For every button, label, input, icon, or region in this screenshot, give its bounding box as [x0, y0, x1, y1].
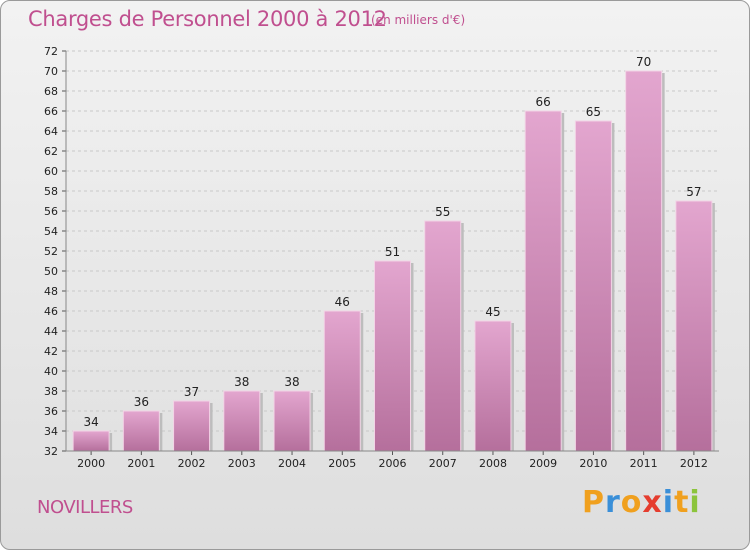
value-label: 65 — [586, 105, 601, 119]
y-tick-label: 46 — [44, 305, 58, 318]
value-label: 45 — [485, 305, 500, 319]
bar-2003 — [223, 390, 261, 452]
bar-2000 — [72, 430, 110, 452]
value-label: 38 — [234, 375, 249, 389]
y-tick-label: 36 — [44, 405, 58, 418]
logo-letter: i — [689, 485, 701, 520]
y-tick-label: 52 — [44, 245, 58, 258]
y-tick-label: 58 — [44, 185, 58, 198]
bar-2002 — [173, 400, 211, 452]
value-label: 46 — [335, 295, 350, 309]
y-tick-label: 40 — [44, 365, 58, 378]
value-label: 66 — [536, 95, 551, 109]
value-label: 37 — [184, 385, 199, 399]
chart-title: Charges de Personnel 2000 à 2012 — [28, 7, 387, 31]
y-tick-label: 50 — [44, 265, 58, 278]
y-tick-label: 64 — [44, 125, 58, 138]
y-tick-label: 60 — [44, 165, 58, 178]
y-tick-label: 56 — [44, 205, 58, 218]
x-tick-label: 2001 — [127, 457, 155, 470]
y-axis: 32 34 36 38 40 42 44 46 48 50 52 54 56 58 60 62 64 66 68 70… — [44, 45, 67, 458]
proxiti-logo: Proxiti — [582, 485, 701, 520]
x-tick-label: 2012 — [680, 457, 708, 470]
bar-2010 — [574, 120, 612, 452]
logo-letter: r — [605, 485, 621, 520]
value-label: 38 — [284, 375, 299, 389]
x-tick-label: 2011 — [630, 457, 658, 470]
x-tick-label: 2009 — [529, 457, 557, 470]
x-tick-label: 2003 — [228, 457, 256, 470]
commune-name: NOVILLERS — [37, 497, 133, 518]
x-tick-label: 2008 — [479, 457, 507, 470]
chart-subtitle: (en milliers d'€) — [371, 13, 466, 27]
bar-2008 — [474, 320, 512, 452]
bars — [72, 70, 715, 452]
bar-2005 — [323, 310, 361, 452]
logo-letter: t — [674, 485, 690, 520]
logo-letter: o — [620, 485, 643, 520]
y-tick-label: 70 — [44, 65, 58, 78]
y-tick-label: 54 — [44, 225, 58, 238]
y-tick-label: 34 — [44, 425, 58, 438]
logo-letter: i — [662, 485, 675, 520]
value-label: 34 — [83, 415, 98, 429]
bar-2006 — [374, 260, 411, 452]
y-tick-label: 42 — [44, 345, 58, 358]
value-label: 70 — [636, 55, 651, 69]
y-tick-label: 72 — [44, 45, 58, 58]
value-labels: 34 36 37 38 38 46 51 55 45 66 65 70 57 — [83, 55, 701, 429]
value-label: 57 — [686, 185, 701, 199]
bar-2012 — [675, 200, 713, 452]
x-tick-label: 2010 — [579, 457, 607, 470]
value-label: 36 — [134, 395, 149, 409]
value-label: 55 — [435, 205, 450, 219]
x-tick-label: 2005 — [328, 457, 356, 470]
y-tick-label: 38 — [44, 385, 58, 398]
logo-letter: P — [582, 485, 605, 520]
y-tick-label: 68 — [44, 85, 58, 98]
y-tick-label: 32 — [44, 445, 58, 458]
bar-2009 — [524, 110, 562, 452]
y-tick-label: 48 — [44, 285, 58, 298]
bar-2004 — [273, 390, 311, 452]
bar-2011 — [625, 70, 663, 452]
value-label: 51 — [385, 245, 400, 259]
x-tick-label: 2002 — [178, 457, 206, 470]
y-tick-label: 44 — [44, 325, 58, 338]
bar-2007 — [424, 220, 462, 452]
logo-letter: x — [642, 485, 663, 520]
x-axis: 2000 2001 2002 2003 2004 2005 2006 2007 2008 2009… — [66, 450, 719, 470]
y-tick-label: 66 — [44, 105, 58, 118]
x-tick-label: 2004 — [278, 457, 306, 470]
bar-2001 — [122, 410, 160, 452]
y-tick-label: 62 — [44, 145, 58, 158]
x-tick-label: 2007 — [429, 457, 457, 470]
x-tick-label: 2006 — [379, 457, 407, 470]
x-tick-label: 2000 — [77, 457, 105, 470]
